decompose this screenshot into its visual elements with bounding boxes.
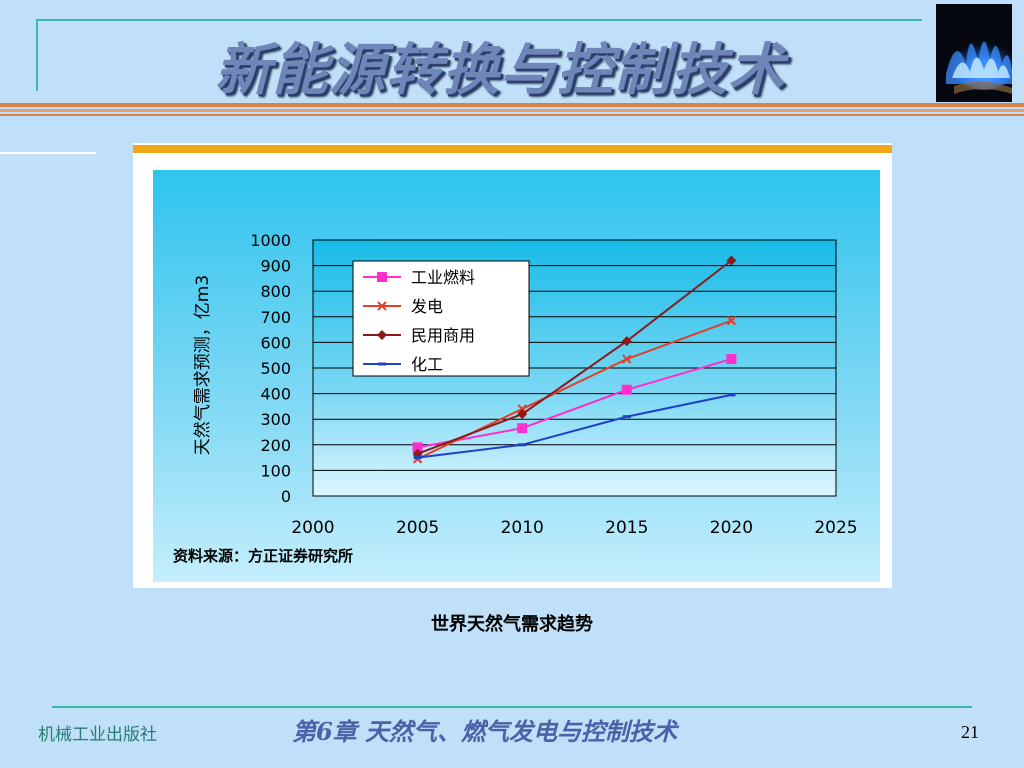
marker-diamond [726,255,737,266]
y-axis-label: 天然气需求预测，亿m3 [193,275,213,455]
y-tick-label: 0 [281,487,291,506]
series-line-3 [417,393,732,459]
flame-graphic [936,4,1012,102]
footer-chapter-title: 第6章 天然气、燃气发电与控制技术 [292,717,678,746]
marker-square [412,442,423,453]
marker-square [726,354,737,365]
header-band-middle [0,109,1024,112]
legend-label-1: 发电 [411,297,443,316]
x-tick-label: 2000 [291,518,334,538]
page-number: 21 [961,722,979,742]
footer-line [52,706,972,708]
series-line-2 [417,259,733,455]
y-tick-label: 400 [260,385,291,404]
legend-label-0: 工业燃料 [411,268,475,287]
marker-square [517,423,528,434]
y-tick-label: 600 [260,333,291,352]
legend-label-2: 民用商用 [411,326,475,345]
marker-diamond [621,336,632,347]
x-tick-label: 2025 [814,518,857,538]
x-tick-label: 2010 [501,518,544,538]
marker-square [377,272,387,282]
series-line-0 [417,358,732,449]
gas-flame-image [936,4,1012,102]
decorative-white-line [0,152,96,154]
marker-dash [518,443,527,447]
y-tick-label: 300 [260,410,291,429]
chart-top-bar [133,145,892,153]
header-band-bottom [0,114,1024,116]
marker-dash [727,393,736,397]
chart-image: 0 100 200 300 400 500 600 700 800 900 1000 2000 200… [133,143,892,588]
x-tick-label: 2005 [396,518,439,538]
y-tick-label: 500 [260,359,291,378]
y-tick-label: 1000 [250,231,291,250]
source-note: 资料来源：方正证券研究所 [173,547,353,565]
y-tick-label: 800 [260,282,291,301]
marker-x [726,315,737,326]
header-top-line [36,19,922,21]
y-tick-label: 100 [260,461,291,480]
y-tick-label: 200 [260,436,291,455]
slide-title: 新能源转换与控制技术 [215,37,785,103]
marker-x [622,354,632,364]
footer-publisher: 机械工业出版社 [38,725,157,745]
marker-diamond [377,330,387,340]
marker-dash [378,362,386,366]
legend-label-3: 化工 [411,355,443,374]
header-band-top [0,103,1024,107]
marker-dash [622,415,631,419]
y-tick-label: 700 [260,308,291,327]
header-left-line [36,19,38,91]
x-tick-label: 2020 [710,518,753,538]
marker-dash [413,456,422,460]
marker-x [377,301,387,311]
marker-diamond [517,409,528,420]
marker-square [621,384,632,395]
chart-caption: 世界天然气需求趋势 [431,614,593,635]
gas-demand-chart: 0 100 200 300 400 500 600 700 800 900 1000 2000 200… [153,170,880,582]
x-tick-label: 2015 [605,518,648,538]
y-tick-label: 900 [260,257,291,276]
